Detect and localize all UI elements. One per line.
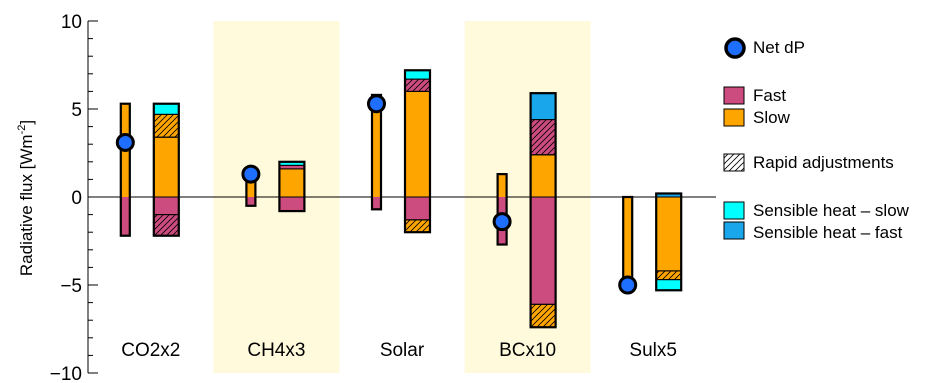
bar-outline-ch4x3 [278,160,306,213]
y-axis-label: Radiative flux [Wm-2] [16,120,36,276]
bar-segment-solar-fast [404,196,431,221]
bar-segment-bcx10-slow [530,154,557,198]
legend-swatch-sens-fast [723,221,745,240]
hatch-bcx10 [530,303,557,328]
bar-outline-solar [403,69,432,234]
legend-swatch-sens-slow [723,201,745,220]
net-bar-fast-co2x2 [120,197,130,236]
net-bar-outline-co2x2 [119,102,131,237]
legend-label-fast: Fast [753,86,786,105]
bar-segment-co2x2-fast [153,196,180,216]
net-dp-marker-sulx5 [618,275,638,295]
net-bar-slow-bcx10 [497,174,507,197]
legend-net-marker [724,37,746,59]
category-label-bcx10: BCx10 [499,340,556,361]
hatch-solar [404,78,431,92]
bar-segment-ch4x3-fast [278,196,305,212]
legend-label-sens-slow: Sensible heat – slow [753,201,910,220]
y-tick-label: 0 [71,188,82,209]
category-label-co2x2: CO2x2 [121,340,180,361]
hatch-bcx10 [530,119,557,156]
bar-outline-bcx10 [529,92,557,329]
net-dp-marker-bcx10 [492,212,512,232]
bar-segment-sulx5-sens-slow [655,279,682,291]
bars-layer [115,69,683,329]
net-bar-outline-bcx10 [496,173,508,246]
legend-swatch-slow [723,108,745,127]
legend-label-sens-fast: Sensible heat – fast [753,223,903,242]
category-label-solar: Solar [380,340,425,361]
net-bar-fast-ch4x3 [246,197,256,206]
bar-segment-co2x2-sens-slow [153,103,180,115]
bar-outline-co2x2 [152,102,180,237]
legend: Net dP Fast Slow Rapid adjustments Sensible … [723,37,910,242]
bar-segment-sulx5-slow [655,196,682,272]
bar-segment-ch4x3-slow [278,168,305,198]
net-dp-marker-co2x2 [115,132,135,152]
net-dp-marker-ch4x3 [241,164,261,184]
net-bar-fast-solar [372,197,381,210]
legend-label-rapid: Rapid adjustments [753,153,894,172]
legend-swatch-rapid [723,153,745,172]
y-tick-label: −5 [60,276,82,297]
legend-swatch-fast [723,86,745,105]
bar-segment-solar-slow [404,90,431,198]
y-tick-label: 5 [71,100,82,121]
y-axis: 10 5 0 −5 −10 [50,12,716,383]
net-dp-marker-solar [367,94,386,114]
hatch-co2x2 [153,113,180,138]
bar-segment-solar-sens-slow [404,69,431,80]
category-label-sulx5: Sulx5 [629,340,677,361]
y-tick-label: 10 [61,12,82,33]
hatch-co2x2 [153,214,180,237]
bar-segment-bcx10-fast [530,196,557,305]
category-labels: CO2x2 CH4x3 Solar BCx10 Sulx5 [121,340,677,361]
bar-segment-ch4x3-fast [278,164,305,170]
legend-label-net: Net dP [753,38,805,57]
net-bar-slow-solar [372,94,381,197]
legend-label-slow: Slow [753,108,791,127]
bar-segment-bcx10-sens-fast [530,92,557,121]
category-label-ch4x3: CH4x3 [247,340,305,361]
hatch-sulx5 [655,270,682,281]
bar-segment-co2x2-slow [153,136,180,198]
y-tick-label: −10 [50,364,82,383]
bar-outline-sulx5 [655,192,683,292]
hatch-solar [404,219,431,233]
net-bar-slow-sulx5 [622,195,634,287]
